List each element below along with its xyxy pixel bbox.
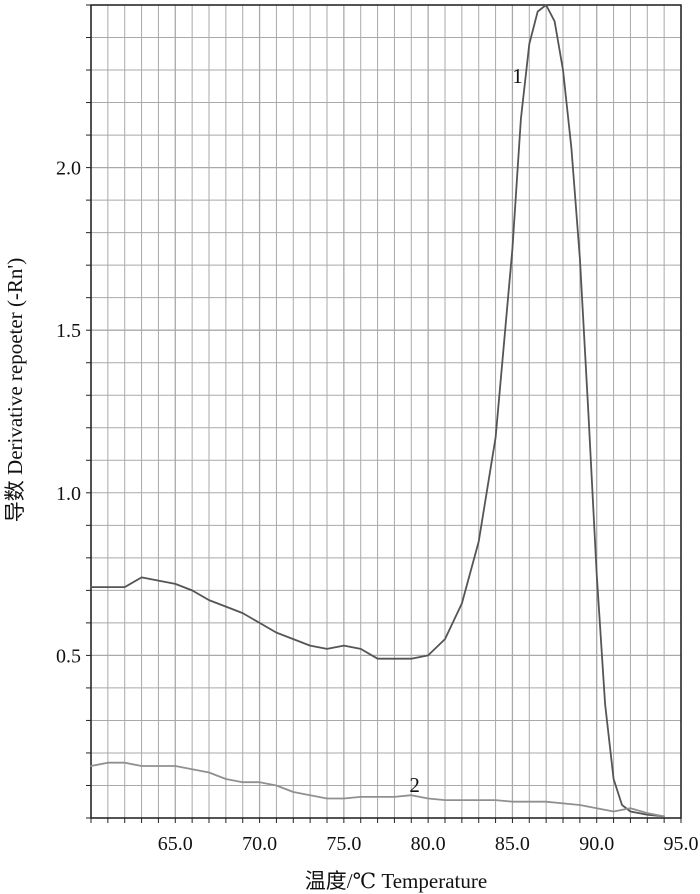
x-tick-label: 65.0 <box>158 833 193 855</box>
plot-border <box>90 4 682 819</box>
y-tick-labels: 0.5 1.0 1.5 2.0 <box>56 158 81 668</box>
x-tick-label: 95.0 <box>664 833 699 855</box>
x-tick-label: 90.0 <box>579 833 614 855</box>
x-tick-label: 70.0 <box>242 833 277 855</box>
series-group <box>90 4 665 818</box>
y-tick-label: 1.5 <box>56 320 81 342</box>
series-label-2: 2 <box>409 773 420 797</box>
series-labels: 12 <box>409 64 522 797</box>
series-line-1 <box>90 4 665 818</box>
y-tick-label: 1.0 <box>56 483 81 505</box>
x-axis-label: 温度/℃ Temperature <box>305 869 487 893</box>
series-label-1: 1 <box>512 64 523 88</box>
x-tick-label: 75.0 <box>326 833 361 855</box>
x-tick-label: 85.0 <box>495 833 530 855</box>
series-line-2 <box>90 761 665 818</box>
y-axis-label: 导数 Derivative repoeter (-Rn') <box>3 258 27 522</box>
plot-frame <box>86 4 682 823</box>
x-tick-label: 80.0 <box>411 833 446 855</box>
x-tick-labels: 65.0 70.0 75.0 80.0 85.0 90.0 95.0 <box>158 833 699 855</box>
grid <box>90 4 682 819</box>
y-tick-label: 0.5 <box>56 645 81 667</box>
y-tick-label: 2.0 <box>56 158 81 180</box>
